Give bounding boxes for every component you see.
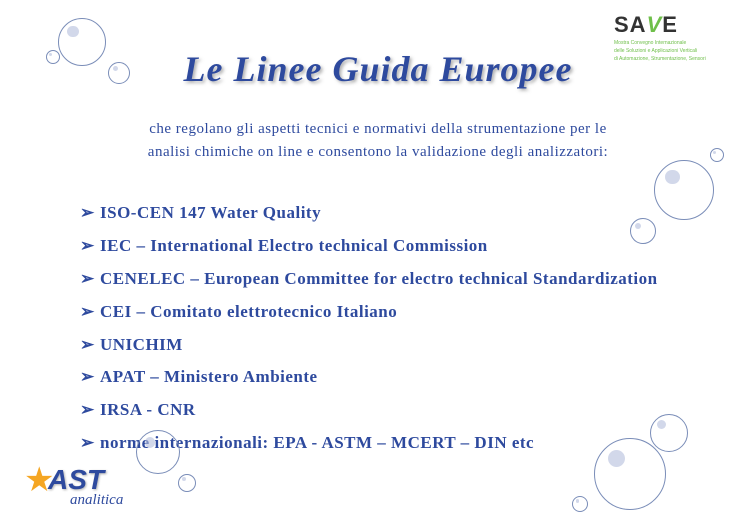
logo-ast: ★ AST analitica (30, 464, 140, 514)
logo-save-tag1: Mostra Convegno Internazionale (614, 40, 724, 46)
bullet-item: UNICHIM (80, 331, 686, 360)
bubble-decoration (594, 438, 666, 510)
bubble-decoration (710, 148, 724, 162)
bubble-decoration (108, 62, 130, 84)
subtitle-line2: analisi chimiche on line e consentono la… (148, 144, 608, 160)
bullet-item: ISO-CEN 147 Water Quality (80, 199, 686, 228)
logo-save-v: V (647, 12, 663, 37)
bubble-decoration (58, 18, 106, 66)
bullet-item: CENELEC – European Committee for electro… (80, 265, 686, 294)
bubble-decoration (650, 414, 688, 452)
slide-container: SAVE Mostra Convegno Internazionale dell… (0, 0, 736, 520)
bubble-decoration (654, 160, 714, 220)
bubble-decoration (136, 430, 180, 474)
logo-save: SAVE Mostra Convegno Internazionale dell… (614, 12, 724, 62)
bubble-decoration (46, 50, 60, 64)
slide-title: Le Linee Guida Europee (70, 48, 686, 90)
logo-save-sa: SA (614, 12, 647, 37)
bullet-item: IEC – International Electro technical Co… (80, 232, 686, 261)
logo-ast-sub: analitica (70, 492, 123, 509)
bubble-decoration (630, 218, 656, 244)
logo-save-tag2: delle Soluzioni e Applicazioni Verticali (614, 48, 724, 54)
bullet-item: APAT – Ministero Ambiente (80, 363, 686, 392)
subtitle-line1: che regolano gli aspetti tecnici e norma… (149, 121, 607, 137)
logo-save-tag3: di Automazione, Strumentazione, Sensori (614, 56, 724, 62)
bubble-decoration (572, 496, 588, 512)
logo-save-e: E (662, 12, 678, 37)
logo-save-brand: SAVE (614, 12, 724, 38)
bubble-decoration (178, 474, 196, 492)
bullet-item: CEI – Comitato elettrotecnico Italiano (80, 298, 686, 327)
bullet-item: IRSA - CNR (80, 396, 686, 425)
bullets-list: ISO-CEN 147 Water Quality IEC – Internat… (70, 199, 686, 458)
slide-subtitle: che regolano gli aspetti tecnici e norma… (70, 118, 686, 163)
